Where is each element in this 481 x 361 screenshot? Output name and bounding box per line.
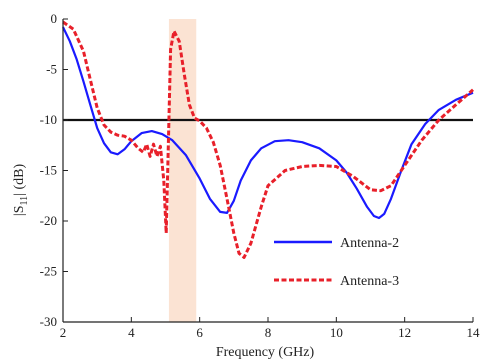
x-tick-label: 4 — [128, 325, 135, 340]
x-axis-title: Frequency (GHz) — [216, 345, 315, 360]
y-tick-label: -5 — [46, 62, 57, 77]
x-tick-label: 8 — [265, 325, 272, 340]
y-tick-label: -25 — [40, 264, 57, 279]
y-tick-label: -20 — [40, 213, 57, 228]
legend-label-antenna-2: Antenna-2 — [340, 236, 399, 251]
y-tick-label: 0 — [51, 11, 58, 26]
series-layer — [62, 20, 474, 259]
y-tick-label: -15 — [40, 163, 57, 178]
legend-label-antenna-3: Antenna-3 — [340, 274, 399, 289]
ticks-layer: 2 4 6 8 10 12 14 0 -5 -10 -15 -20 -25 -30 — [40, 11, 480, 340]
x-tick-label: 6 — [196, 325, 203, 340]
y-tick-label: -10 — [40, 112, 57, 127]
y-axis-title-tail: | (dB) — [12, 164, 27, 196]
series-line-antenna-2 — [62, 26, 474, 220]
y-axis-title-main: |S — [12, 206, 27, 217]
series-line-antenna-3 — [62, 20, 474, 259]
x-tick-label: 2 — [60, 325, 67, 340]
x-tick-label: 14 — [467, 325, 481, 340]
axes-layer — [62, 19, 473, 323]
x-tick-label: 10 — [330, 325, 343, 340]
y-axis-title: |S11| (dB) — [12, 164, 30, 217]
y-tick-label: -30 — [40, 314, 57, 329]
y-axis-title-subscript: 11 — [19, 196, 30, 206]
legend: Antenna-2 Antenna-3 — [274, 236, 399, 289]
x-tick-label: 12 — [398, 325, 411, 340]
